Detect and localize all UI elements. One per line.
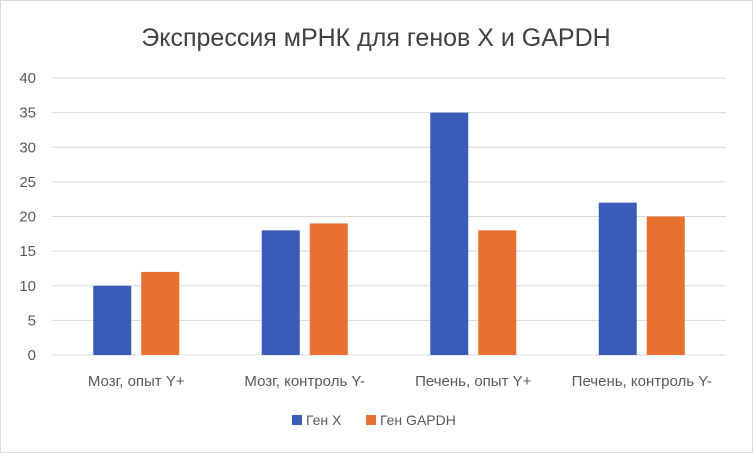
bar-gene-gapdh [141,271,180,355]
bar-gene-gapdh [646,216,685,355]
x-category-label: Мозг, опыт Y+ [88,373,185,390]
legend-swatch [292,415,302,425]
bars [93,112,685,355]
x-category-label: Печень, контроль Y- [572,373,712,390]
y-tick-label: 35 [19,105,36,122]
y-tick-label: 40 [19,70,36,87]
y-tick-label: 5 [28,312,36,329]
y-tick-label: 15 [19,243,36,260]
bar-gene-x [261,230,300,355]
y-tick-label: 25 [19,174,36,191]
y-tick-label: 10 [19,278,36,295]
legend-label: Ген GAPDH [380,412,456,428]
bar-gene-x [598,202,637,355]
x-axis-category-labels: Мозг, опыт Y+ Мозг, контроль Y- Печень, оп… [88,373,712,390]
y-tick-label: 30 [19,139,36,156]
x-category-label: Печень, опыт Y+ [415,373,532,390]
legend: Ген X Ген GAPDH [292,412,456,428]
bar-gene-gapdh [309,223,348,355]
bar-gene-x [430,112,469,355]
legend-swatch [366,415,376,425]
x-category-label: Мозг, контроль Y- [244,373,365,390]
bar-gene-x [93,285,132,355]
bar-gene-gapdh [478,230,517,355]
y-tick-label: 20 [19,209,36,226]
y-tick-label: 0 [28,347,36,364]
legend-label: Ген X [306,412,342,428]
y-axis-tick-labels: 0 5 10 15 20 25 30 35 40 [19,70,36,364]
chart-title: Экспрессия мРНК для генов X и GAPDH [141,24,610,52]
